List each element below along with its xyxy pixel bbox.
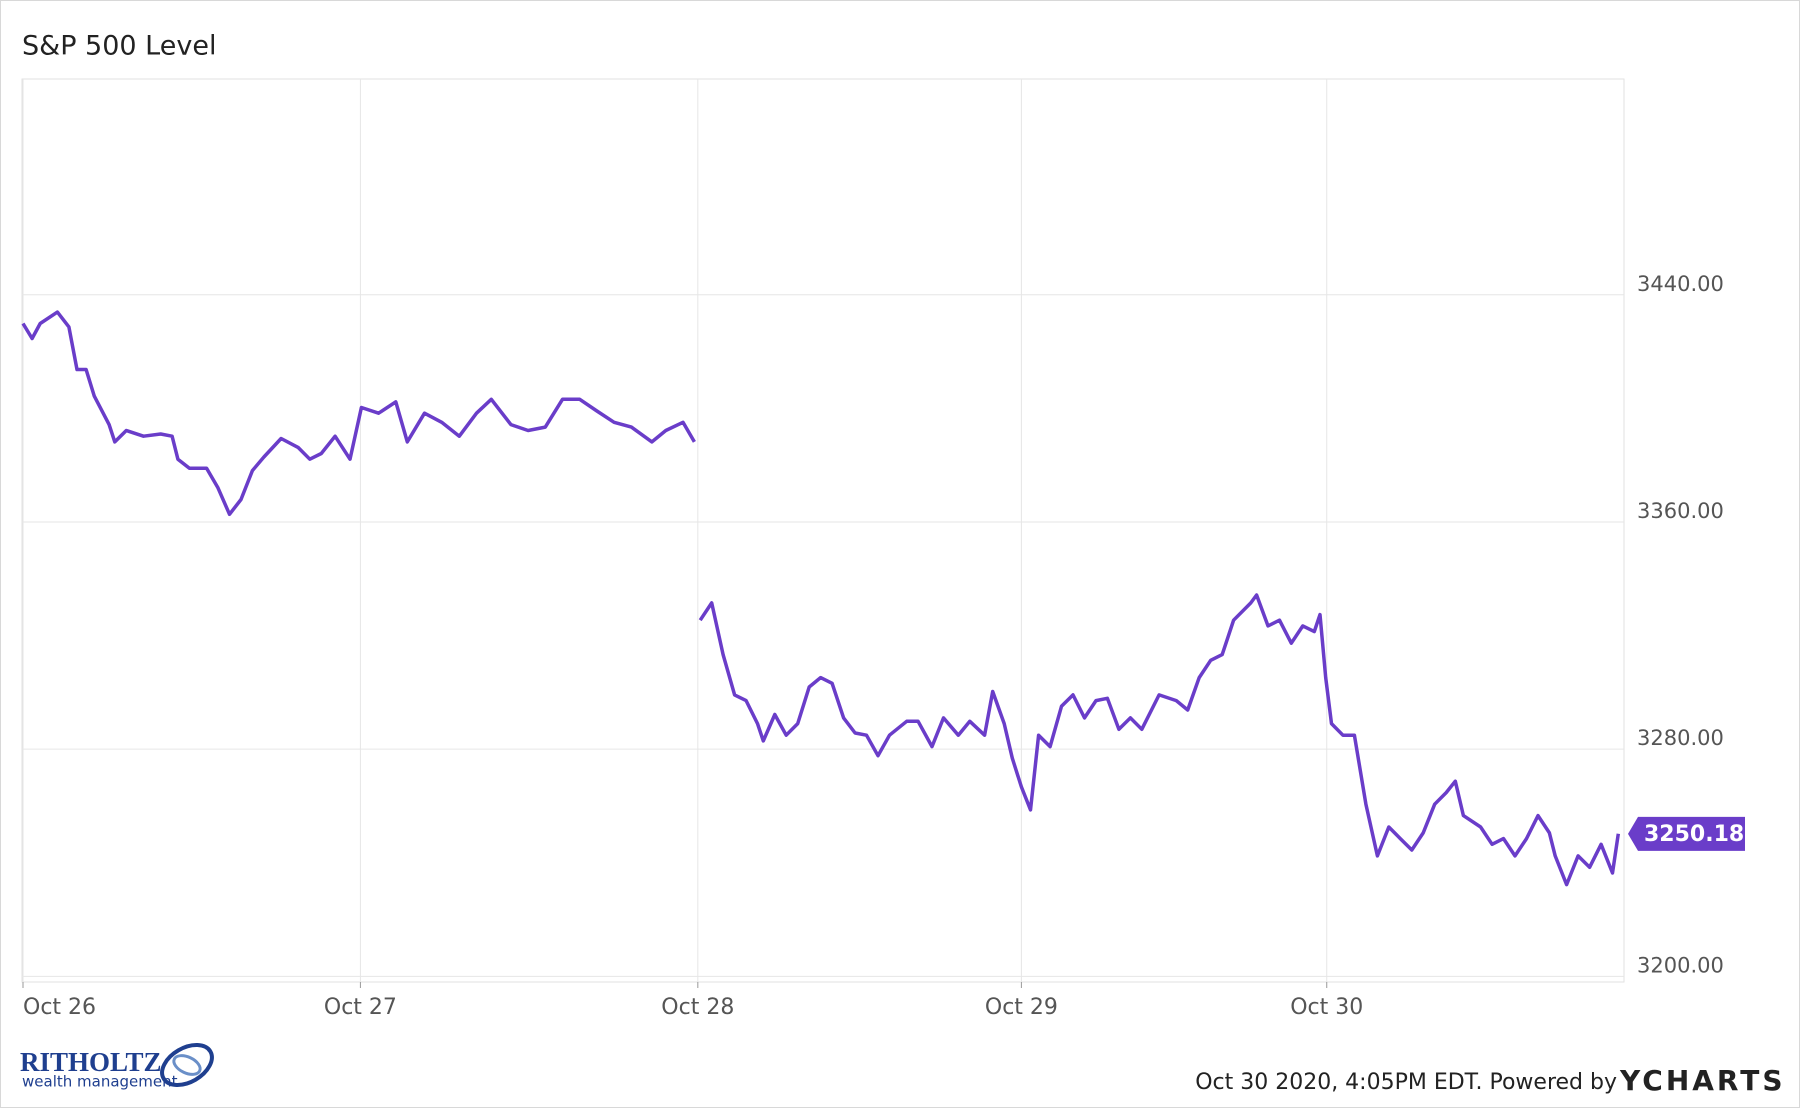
chart-title: S&P 500 Level xyxy=(22,31,216,62)
logo-icon xyxy=(160,1043,214,1087)
last-value-box xyxy=(1628,816,1745,851)
line-series xyxy=(21,310,1621,887)
logo-tagline: wealth management xyxy=(22,1073,178,1091)
footer-timestamp: Oct 30 2020, 4:05PM EDT. Powered by xyxy=(1195,1070,1617,1095)
y-tick-label: 3360.00 xyxy=(1637,499,1724,523)
footer-brand: YCHARTS xyxy=(1619,1064,1786,1097)
plot-area xyxy=(21,78,1625,983)
logo-icon xyxy=(172,1054,202,1076)
y-tick-label: 3280.00 xyxy=(1637,726,1724,750)
x-tick-label: Oct 28 xyxy=(661,995,734,1020)
x-tick-label: Oct 29 xyxy=(985,995,1058,1020)
y-tick-label: 3200.00 xyxy=(1637,953,1724,977)
logo-name: RITHOLTZ xyxy=(20,1047,162,1077)
y-tick-label: 3440.00 xyxy=(1637,272,1724,296)
x-tick-label: Oct 26 xyxy=(23,995,96,1020)
logo: RITHOLTZ wealth management xyxy=(20,1043,214,1091)
last-value-label: 3250.18 xyxy=(1644,822,1744,847)
x-tick-label: Oct 27 xyxy=(324,995,397,1020)
x-tick-label: Oct 30 xyxy=(1290,995,1363,1020)
